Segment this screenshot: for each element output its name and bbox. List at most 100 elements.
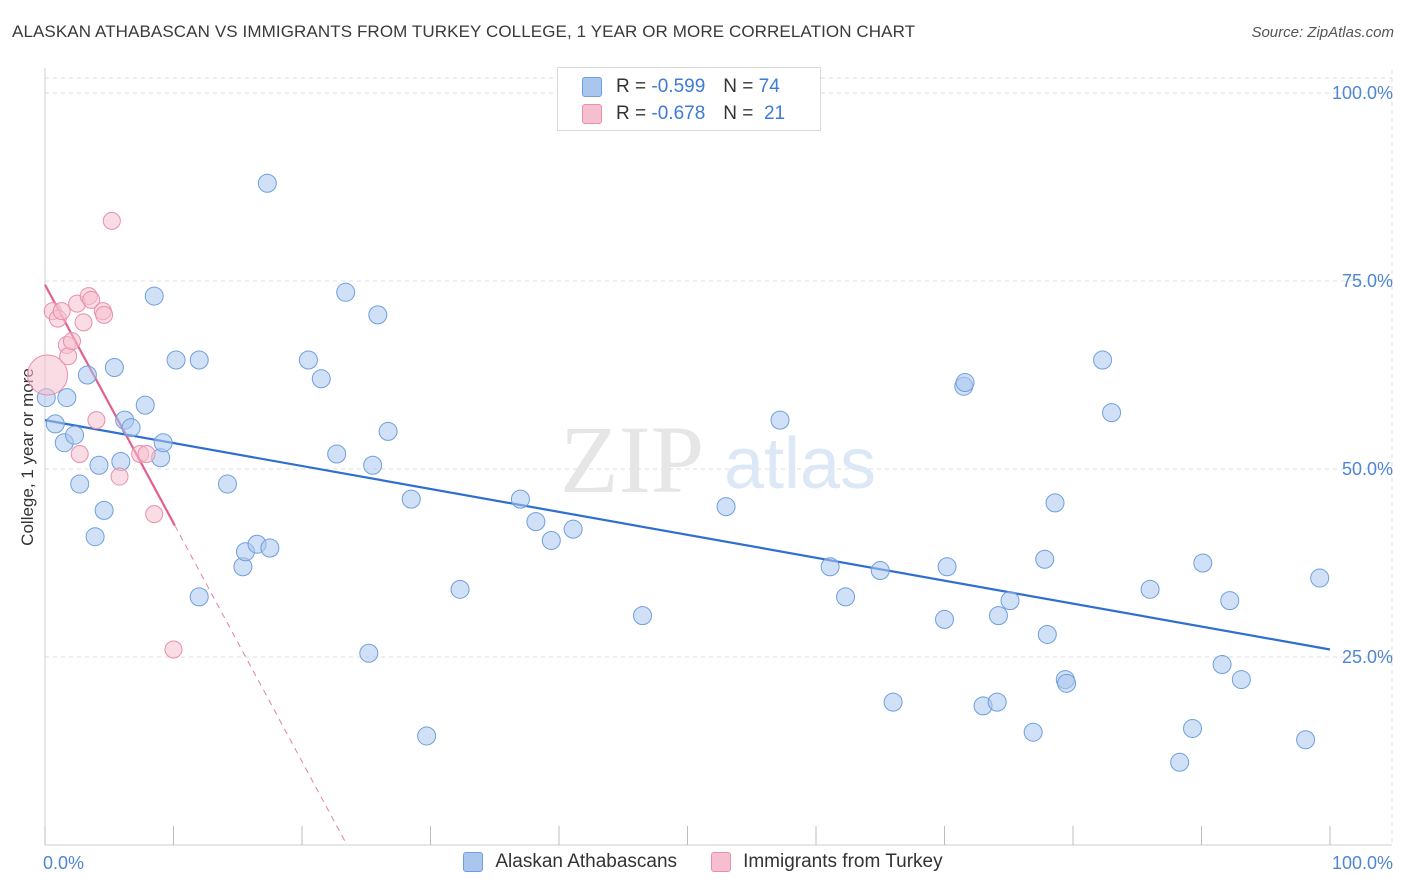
point-turkey [62,332,81,351]
tick-labels: 25.0% 50.0% 75.0% 100.0% 0.0% 100.0% [43,83,1393,873]
point-athabascans [1310,568,1330,588]
watermark-zip: ZIP [560,406,704,513]
point-athabascans [378,421,398,441]
point-athabascans [94,500,114,520]
point-athabascans [1296,730,1316,750]
point-athabascans [1102,403,1122,423]
point-athabascans [716,497,736,517]
point-athabascans [935,609,954,629]
point-athabascans [1093,350,1113,370]
point-athabascans [65,425,85,445]
pink-swatch-icon [711,852,732,872]
point-athabascans [144,286,164,306]
point-athabascans [153,433,173,453]
point-turkey [70,444,89,463]
source-label: Source: ZipAtlas.com [1251,24,1394,41]
y-tick-label: 25.0% [1342,647,1393,667]
point-athabascans [820,557,840,577]
point-athabascans [883,692,903,712]
point-athabascans [336,282,356,302]
point-athabascans [1220,591,1240,611]
point-athabascans [955,373,975,393]
point-turkey [145,505,164,524]
point-athabascans [870,561,890,581]
legend-item-athabascans[interactable]: Alaskan Athabascans [463,851,677,873]
pink-swatch-icon [582,104,602,124]
point-athabascans [135,395,155,415]
point-turkey [87,411,106,430]
point-turkey [82,290,101,309]
blue-swatch-icon [582,77,602,97]
point-athabascans [450,579,470,599]
point-athabascans [1212,655,1232,675]
r-label: R = [616,76,647,97]
point-athabascans [1035,549,1055,569]
point-athabascans [104,358,124,378]
point-athabascans [368,305,388,325]
watermark-atlas: atlas [724,424,876,504]
point-athabascans [1000,591,1020,611]
point-athabascans [1170,752,1190,772]
point-athabascans [89,455,109,475]
point-athabascans [770,410,790,430]
point-athabascans [1037,624,1057,644]
r-label: R = [616,103,647,124]
correlation-legend: R = -0.599 N = 74 R = -0.678 N = 21 [557,67,821,131]
point-athabascans [363,455,383,475]
series-legend: Alaskan Athabascans Immigrants from Turk… [0,851,1406,873]
point-turkey [27,354,69,396]
point-turkey [110,467,129,486]
point-athabascans [1023,722,1043,742]
trend-lines [44,284,1331,846]
point-athabascans [987,692,1007,712]
point-athabascans [633,606,653,626]
trend-line-turkey [44,284,176,526]
point-athabascans [217,474,237,494]
point-athabascans [359,643,379,663]
data-points [27,173,1330,772]
n-label: N = [723,103,754,124]
trend-line-athabascans [44,419,1331,651]
point-athabascans [70,474,90,494]
point-athabascans [45,414,65,434]
y-tick-label: 75.0% [1342,271,1393,291]
point-athabascans [1231,670,1251,690]
point-turkey [137,444,156,463]
point-athabascans [510,489,530,509]
point-turkey [164,640,183,659]
legend-row-turkey: R = -0.678 N = 21 [582,102,785,126]
legend-item-turkey[interactable]: Immigrants from Turkey [711,851,943,873]
r-value: -0.599 [651,76,706,97]
legend-label: Alaskan Athabascans [495,851,678,872]
point-athabascans [260,538,280,558]
blue-swatch-icon [463,852,484,872]
point-athabascans [189,350,209,370]
r-value: -0.678 [651,103,706,124]
point-athabascans [836,587,856,607]
point-athabascans [1140,579,1160,599]
point-athabascans [988,606,1008,626]
chart-title: ALASKAN ATHABASCAN VS IMMIGRANTS FROM TU… [12,22,916,41]
point-turkey [52,302,71,321]
n-label: N = [723,76,754,97]
legend-row-athabascan: R = -0.599 N = 74 [582,75,780,99]
point-athabascans [1057,673,1077,693]
point-athabascans [189,587,209,607]
point-athabascans [1183,718,1203,738]
n-value: 21 [763,103,786,124]
point-athabascans [121,418,141,438]
gridlines [45,70,1393,845]
point-athabascans [298,350,318,370]
point-athabascans [311,369,331,389]
y-axis-label: College, 1 year or more [18,368,37,546]
point-turkey [102,211,121,230]
point-athabascans [327,444,347,464]
point-athabascans [1193,553,1213,573]
y-tick-label: 100.0% [1332,83,1393,103]
trend-line-turkey-extension [174,525,348,846]
y-tick-label: 50.0% [1342,459,1393,479]
point-athabascans [166,350,186,370]
point-athabascans [526,512,546,532]
point-athabascans [1045,493,1065,513]
point-turkey [95,305,114,324]
